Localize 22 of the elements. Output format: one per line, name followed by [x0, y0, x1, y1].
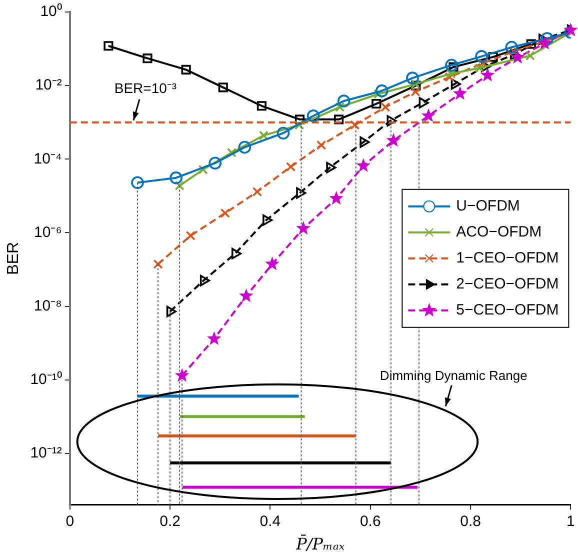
annotation: Dimming Dynamic Range [380, 368, 528, 383]
x-tick-label: 1 [566, 512, 575, 530]
x-tick-label: 0.8 [460, 512, 481, 530]
x-tick-label: 0.4 [260, 512, 281, 530]
y-tick-label: 10⁻⁸ [34, 297, 62, 314]
x-tick-label: 0.2 [160, 512, 180, 530]
y-tick-label: 10⁻⁶ [34, 224, 62, 241]
legend-label: 2−CEO−OFDM [456, 276, 559, 293]
legend-label: ACO−OFDM [456, 224, 542, 241]
legend-label: 5−CEO−OFDM [456, 302, 559, 319]
y-tick-label: 10⁻⁴ [34, 150, 62, 168]
y-tick-label: 10⁻¹⁰ [30, 370, 62, 388]
y-axis-title: BER [5, 242, 22, 275]
x-tick-label: 0 [66, 512, 74, 530]
y-tick-label: 10⁰ [40, 3, 62, 20]
x-axis-title: P̄/Pₘₐₓ [295, 534, 345, 554]
annotation: BER=10⁻³ [114, 80, 177, 96]
y-tick-label: 10⁻² [35, 76, 62, 94]
y-tick-label: 10⁻¹² [30, 444, 62, 462]
legend-label: U−OFDM [456, 198, 520, 215]
x-tick-label: 0.6 [360, 512, 381, 530]
legend-label: 1−CEO−OFDM [456, 250, 559, 267]
